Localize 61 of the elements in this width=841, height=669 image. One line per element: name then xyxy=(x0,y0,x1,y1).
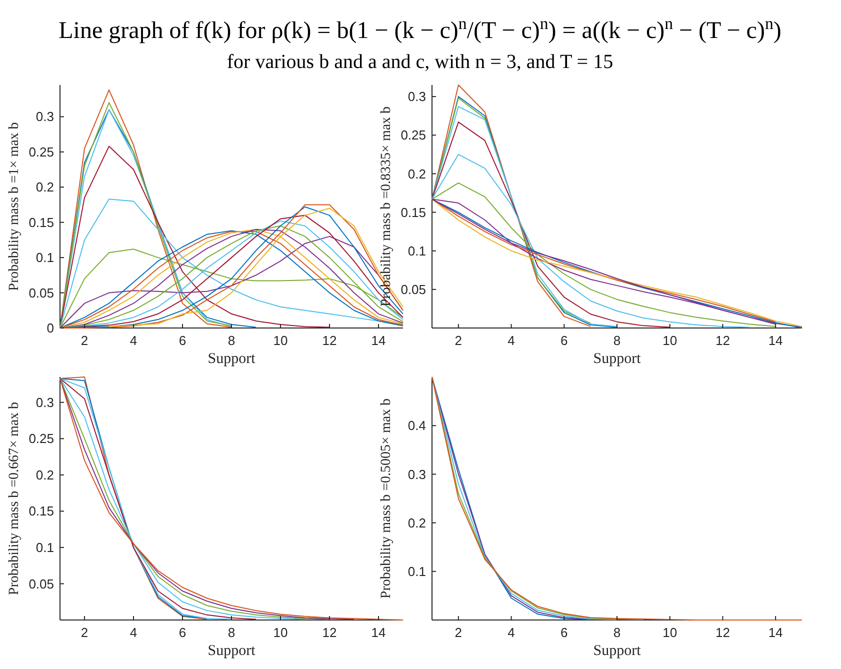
x-tick-label: 14 xyxy=(768,625,783,640)
y-tick-label: 0.15 xyxy=(28,504,54,519)
x-tick-label: 8 xyxy=(613,333,621,348)
y-tick-label: 0.4 xyxy=(408,418,426,434)
x-axis-title: Support xyxy=(208,643,256,659)
chart-subtitle: for various b and a and c, with n = 3, and T = 15 xyxy=(226,51,614,73)
y-tick-label: 0.3 xyxy=(36,109,54,124)
x-tick-label: 12 xyxy=(715,625,730,640)
y-tick-label: 0.2 xyxy=(408,166,426,182)
y-tick-label: 0.2 xyxy=(408,515,426,530)
y-tick-label: 0.3 xyxy=(408,89,426,104)
y-axis-title: Probability mass b =0.5005× max b xyxy=(379,398,394,599)
x-tick-label: 12 xyxy=(715,333,730,348)
y-tick-label: 0.25 xyxy=(28,144,54,160)
x-tick-label: 8 xyxy=(613,625,621,640)
y-tick-label: 0.1 xyxy=(408,564,426,579)
chart-title: Line graph of f(k) for ρ(k) = b(1 − (k − c)$^{n}$/(T − c)$^{n}$) = a((k − c)$^{n}$ − (T − c)$^{n}$) xyxy=(58,14,782,44)
x-tick-label: 6 xyxy=(178,625,186,640)
x-tick-label: 12 xyxy=(322,625,337,640)
x-tick-label: 6 xyxy=(178,333,186,348)
y-tick-label: 0.05 xyxy=(28,285,54,300)
y-tick-label: 0.25 xyxy=(28,431,54,446)
x-tick-label: 14 xyxy=(371,625,386,640)
y-tick-label: 0.3 xyxy=(408,466,426,482)
x-tick-label: 10 xyxy=(273,333,288,348)
x-axis-title: Support xyxy=(593,643,642,659)
x-axis-title: Support xyxy=(593,351,642,367)
x-tick-label: 10 xyxy=(662,333,678,348)
x-tick-label: 8 xyxy=(228,625,236,640)
y-tick-label: 0.1 xyxy=(36,540,54,556)
x-tick-label: 14 xyxy=(768,333,783,348)
x-tick-label: 2 xyxy=(80,333,88,348)
x-tick-label: 6 xyxy=(560,333,568,348)
x-tick-label: 2 xyxy=(454,625,462,640)
y-tick-label: 0.2 xyxy=(36,180,54,195)
x-tick-label: 10 xyxy=(662,625,678,640)
x-tick-label: 2 xyxy=(454,333,462,348)
y-tick-label: 0 xyxy=(46,320,54,336)
y-tick-label: 0.25 xyxy=(400,128,426,143)
x-tick-label: 4 xyxy=(130,625,138,640)
x-tick-label: 6 xyxy=(560,625,568,640)
x-tick-label: 14 xyxy=(371,333,386,348)
x-tick-label: 4 xyxy=(130,333,138,348)
y-tick-label: 0.2 xyxy=(36,467,54,482)
y-tick-label: 0.15 xyxy=(400,204,426,220)
x-tick-label: 4 xyxy=(508,625,515,640)
y-tick-label: 0.15 xyxy=(28,214,54,230)
y-tick-label: 0.05 xyxy=(28,576,54,592)
y-axis-title: Probability mass b =0.8335× max b xyxy=(379,106,394,307)
y-tick-label: 0.1 xyxy=(408,243,426,258)
y-axis-title: Probability mass b =0.667× max b xyxy=(7,402,22,596)
y-axis-title: Probability mass b =1× max b xyxy=(7,122,22,291)
y-tick-label: 0.05 xyxy=(400,282,426,297)
y-tick-label: 0.3 xyxy=(36,394,54,410)
x-tick-label: 8 xyxy=(228,333,236,348)
y-tick-label: 0.1 xyxy=(36,250,54,266)
x-tick-label: 10 xyxy=(273,625,288,640)
x-tick-label: 2 xyxy=(80,625,88,640)
x-axis-title: Support xyxy=(208,351,256,367)
x-tick-label: 12 xyxy=(322,333,337,348)
x-tick-label: 4 xyxy=(508,333,515,348)
